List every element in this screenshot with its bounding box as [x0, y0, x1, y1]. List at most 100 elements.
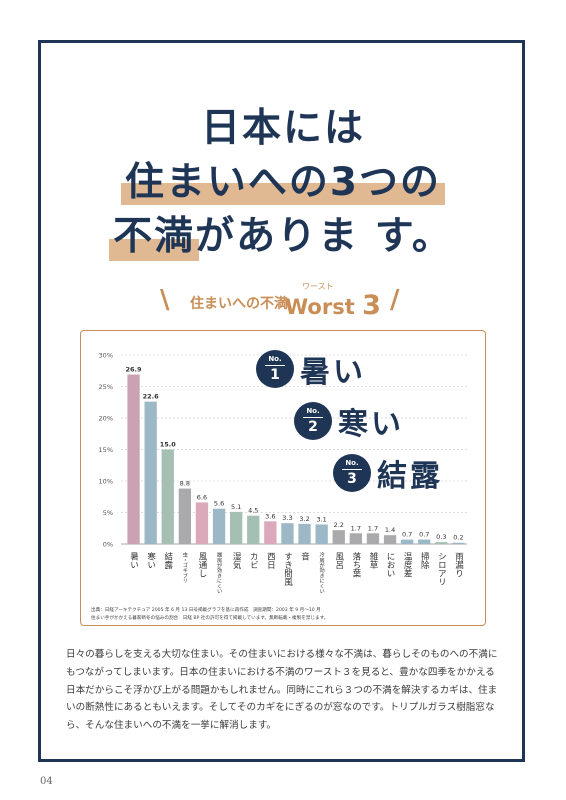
x-tick-label: 湿気	[231, 551, 241, 570]
title-line-2: 住まいへの3つの	[120, 158, 446, 208]
x-tick-label: におい	[385, 552, 395, 578]
chart-source-note: 出典：日経アーキテクチュア 2005 年 6 月 13 日号掲載グラフを基に再作…	[91, 608, 321, 613]
badge-number: 1	[270, 367, 280, 383]
x-tick-label: 冷房が効きにくい	[319, 551, 325, 594]
data-label: 3.3	[282, 514, 292, 522]
x-tick-label: 風通し	[197, 552, 207, 578]
x-tick-label: シロアリ	[436, 552, 446, 586]
y-tick-label: 15%	[99, 446, 113, 454]
title-line-3-highlight: 不満	[113, 214, 196, 259]
subtitle-text: 住まいへの不満	[190, 296, 288, 312]
data-label: 22.6	[143, 393, 160, 401]
bar	[383, 535, 397, 544]
x-tick-label: 雑草	[368, 551, 378, 570]
bar	[452, 542, 465, 544]
x-tick-label: カビ	[248, 552, 258, 569]
worst-label: Worst 3	[285, 290, 381, 321]
rank-badge-3: No. 3	[333, 454, 371, 492]
bar	[418, 539, 431, 544]
data-label: 15.0	[160, 441, 177, 449]
body-paragraph: 日々の暮らしを支える大切な住まい。その住まいにおける様々な不満は、暮らしそのもの…	[66, 649, 498, 732]
data-label: 1.4	[385, 526, 395, 534]
data-label: 0.3	[436, 533, 446, 541]
x-tick-label: 寒い	[146, 551, 156, 569]
title-line-3-rest: がありま す。	[195, 214, 453, 259]
bar	[212, 508, 226, 544]
badge-no-label: No.	[256, 355, 294, 366]
data-label: 4.5	[248, 507, 258, 515]
worst3-subtitle: \ 住まいへの不満 ワースト Worst 3 /	[160, 281, 406, 321]
rank-3: No. 3 結露	[333, 451, 443, 495]
page-number: 04	[40, 776, 53, 787]
bar	[315, 524, 328, 544]
bar	[332, 530, 345, 544]
bar-chart: 0% 5% 10% 15% 20% 25% 30% 26.9 暑い 22.6 寒い 15.0 結露 8.8…	[99, 352, 467, 594]
page-title: 日本には 住まいへの3つの 不満がありま す。	[0, 104, 566, 266]
title-line-1: 日本には	[200, 106, 365, 151]
slash-left: \	[160, 285, 170, 315]
slash-right: /	[390, 285, 400, 315]
data-label: 0.2	[453, 534, 463, 542]
bar	[298, 523, 311, 544]
data-label: 0.7	[419, 531, 429, 539]
bar	[229, 511, 243, 544]
bar	[144, 401, 157, 544]
y-tick-label: 5%	[103, 509, 113, 517]
chart-box: 0% 5% 10% 15% 20% 25% 30% 26.9 暑い 22.6 寒い 15.0 結露 8.8…	[80, 330, 486, 626]
chart-permission-note: 住まい手がかかえる暮家断冬の悩みの割合 日経 BP 社の許可を得て掲載しています…	[91, 616, 329, 621]
bar	[366, 533, 380, 544]
badge-number: 2	[308, 419, 318, 435]
bar	[400, 539, 414, 544]
bar	[178, 488, 192, 544]
data-label: 8.8	[180, 480, 190, 488]
data-label: 0.7	[402, 531, 412, 539]
bar	[247, 515, 260, 544]
bar	[435, 542, 448, 544]
bar	[161, 449, 174, 544]
data-label: 3.1	[316, 515, 326, 523]
x-tick-label: 暑い	[129, 552, 139, 569]
badge-no-label: No.	[333, 459, 371, 470]
x-tick-label: 虫・ゴキブリ	[182, 551, 188, 584]
y-tick-label: 20%	[99, 415, 113, 423]
rank-word: 暑い	[300, 355, 366, 390]
rank-1: No. 1 暑い	[256, 347, 366, 391]
bar	[349, 533, 363, 544]
rank-word: 寒い	[338, 407, 404, 442]
bar	[195, 502, 209, 544]
data-label: 2.2	[334, 521, 344, 529]
data-label: 5.6	[214, 500, 224, 508]
bar	[281, 523, 294, 544]
y-tick-label: 30%	[99, 352, 113, 360]
data-label: 3.6	[265, 512, 275, 520]
worst-number: 3	[362, 290, 381, 321]
x-tick-label: 温度差	[402, 551, 412, 577]
x-tick-label: 履房が効きにくい	[216, 552, 222, 594]
badge-number: 3	[347, 471, 357, 487]
data-label: 6.6	[197, 493, 207, 501]
data-label: 1.7	[351, 524, 361, 532]
worst-word: Worst	[285, 295, 355, 319]
x-tick-label: 音	[300, 551, 310, 561]
worst-ruby: ワースト	[302, 282, 334, 291]
x-tick-label: 結露	[163, 551, 173, 570]
data-label: 5.1	[231, 503, 241, 511]
rank-badge-2: No. 2	[294, 402, 332, 440]
y-tick-label: 10%	[99, 478, 113, 486]
page-frame	[38, 40, 525, 762]
rank-badge-1: No. 1	[256, 350, 294, 388]
bar	[264, 521, 277, 544]
data-label: 26.9	[126, 366, 143, 374]
y-tick-label: 0%	[103, 541, 113, 549]
x-tick-label: 風呂	[334, 552, 344, 570]
data-label: 3.2	[299, 515, 309, 523]
x-tick-label: 掃除	[419, 551, 429, 569]
bar	[127, 374, 140, 544]
x-tick-label: すき間風	[282, 552, 292, 587]
x-tick-label: 西日	[265, 552, 275, 570]
rank-2: No. 2 寒い	[294, 399, 404, 443]
badge-no-label: No.	[294, 407, 332, 418]
x-tick-label: 雨漏り	[453, 552, 463, 578]
rank-word: 結露	[377, 459, 443, 494]
y-tick-label: 25%	[99, 383, 113, 391]
